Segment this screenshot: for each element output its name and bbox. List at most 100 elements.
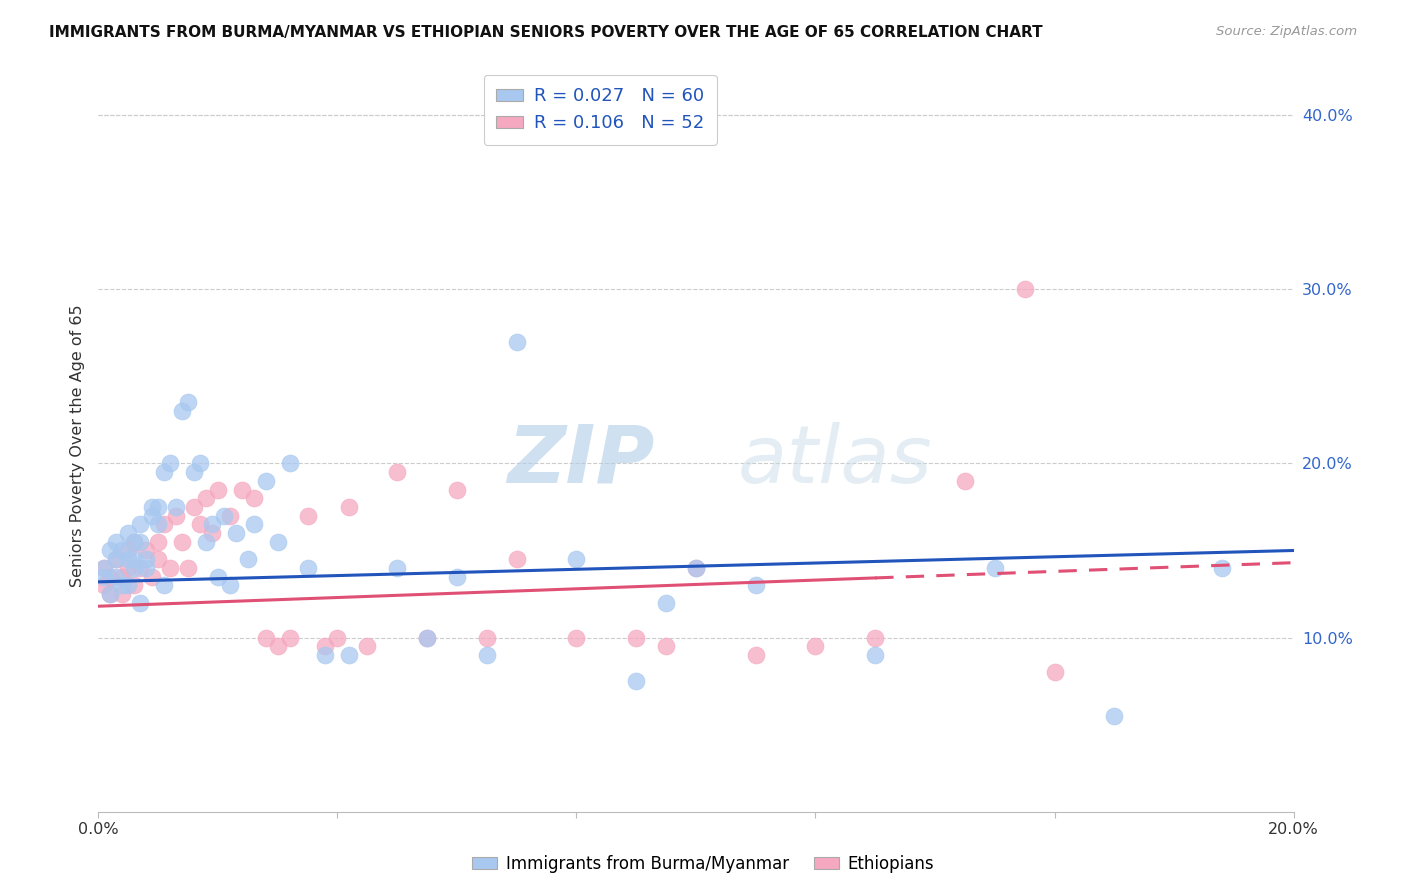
Point — [278, 457, 301, 471]
Point — [1211, 561, 1233, 575]
Point — [1014, 282, 1036, 296]
Point — [565, 552, 588, 566]
Point — [135, 561, 157, 575]
Point — [153, 517, 176, 532]
Text: Source: ZipAtlas.com: Source: ZipAtlas.com — [1216, 25, 1357, 38]
Point — [117, 578, 139, 592]
Point — [153, 465, 176, 479]
Point — [685, 561, 707, 575]
Point — [953, 474, 976, 488]
Point — [339, 500, 361, 514]
Point — [124, 534, 146, 549]
Point — [165, 500, 187, 514]
Point — [141, 500, 163, 514]
Point — [135, 552, 157, 566]
Point — [117, 526, 139, 541]
Point — [124, 534, 146, 549]
Point — [506, 334, 529, 349]
Point — [172, 404, 194, 418]
Point — [339, 648, 361, 662]
Point — [165, 508, 187, 523]
Point — [129, 534, 152, 549]
Point — [129, 596, 152, 610]
Point — [385, 561, 409, 575]
Point — [111, 543, 134, 558]
Point — [225, 526, 247, 541]
Point — [148, 552, 170, 566]
Point — [207, 483, 229, 497]
Point — [315, 640, 337, 654]
Point — [177, 561, 200, 575]
Y-axis label: Seniors Poverty Over the Age of 65: Seniors Poverty Over the Age of 65 — [69, 305, 84, 587]
Point — [385, 465, 409, 479]
Point — [105, 534, 128, 549]
Point — [141, 508, 163, 523]
Text: IMMIGRANTS FROM BURMA/MYANMAR VS ETHIOPIAN SENIORS POVERTY OVER THE AGE OF 65 CO: IMMIGRANTS FROM BURMA/MYANMAR VS ETHIOPI… — [49, 25, 1043, 40]
Point — [183, 500, 205, 514]
Point — [685, 561, 707, 575]
Point — [356, 640, 378, 654]
Point — [804, 640, 827, 654]
Point — [565, 631, 588, 645]
Legend: Immigrants from Burma/Myanmar, Ethiopians: Immigrants from Burma/Myanmar, Ethiopian… — [465, 848, 941, 880]
Point — [93, 561, 115, 575]
Point — [243, 491, 266, 506]
Point — [177, 395, 200, 409]
Legend: R = 0.027   N = 60, R = 0.106   N = 52: R = 0.027 N = 60, R = 0.106 N = 52 — [484, 75, 717, 145]
Point — [98, 543, 122, 558]
Point — [111, 587, 134, 601]
Point — [254, 474, 277, 488]
Point — [93, 569, 115, 583]
Point — [98, 587, 122, 601]
Point — [231, 483, 253, 497]
Point — [105, 552, 128, 566]
Point — [475, 631, 498, 645]
Point — [219, 578, 242, 592]
Point — [98, 569, 122, 583]
Point — [105, 569, 128, 583]
Point — [201, 526, 224, 541]
Point — [98, 587, 122, 601]
Point — [124, 578, 146, 592]
Point — [326, 631, 349, 645]
Point — [626, 631, 648, 645]
Point — [236, 552, 259, 566]
Point — [172, 534, 194, 549]
Point — [111, 578, 134, 592]
Point — [117, 561, 139, 575]
Text: ZIP: ZIP — [506, 422, 654, 500]
Point — [148, 500, 170, 514]
Point — [153, 578, 176, 592]
Point — [188, 517, 211, 532]
Point — [506, 552, 529, 566]
Point — [219, 508, 242, 523]
Point — [124, 552, 146, 566]
Point — [745, 578, 768, 592]
Point — [129, 561, 152, 575]
Point — [446, 569, 468, 583]
Point — [135, 543, 157, 558]
Point — [655, 596, 678, 610]
Point — [655, 640, 678, 654]
Point — [201, 517, 224, 532]
Point — [124, 561, 146, 575]
Point — [148, 534, 170, 549]
Text: atlas: atlas — [738, 422, 932, 500]
Point — [416, 631, 439, 645]
Point — [297, 561, 319, 575]
Point — [1104, 709, 1126, 723]
Point — [117, 543, 139, 558]
Point — [93, 578, 115, 592]
Point — [141, 569, 163, 583]
Point — [626, 674, 648, 689]
Point — [195, 534, 218, 549]
Point — [159, 457, 181, 471]
Point — [267, 534, 290, 549]
Point — [1043, 665, 1066, 680]
Point — [105, 552, 128, 566]
Point — [111, 569, 134, 583]
Point — [195, 491, 218, 506]
Point — [984, 561, 1007, 575]
Point — [297, 508, 319, 523]
Point — [315, 648, 337, 662]
